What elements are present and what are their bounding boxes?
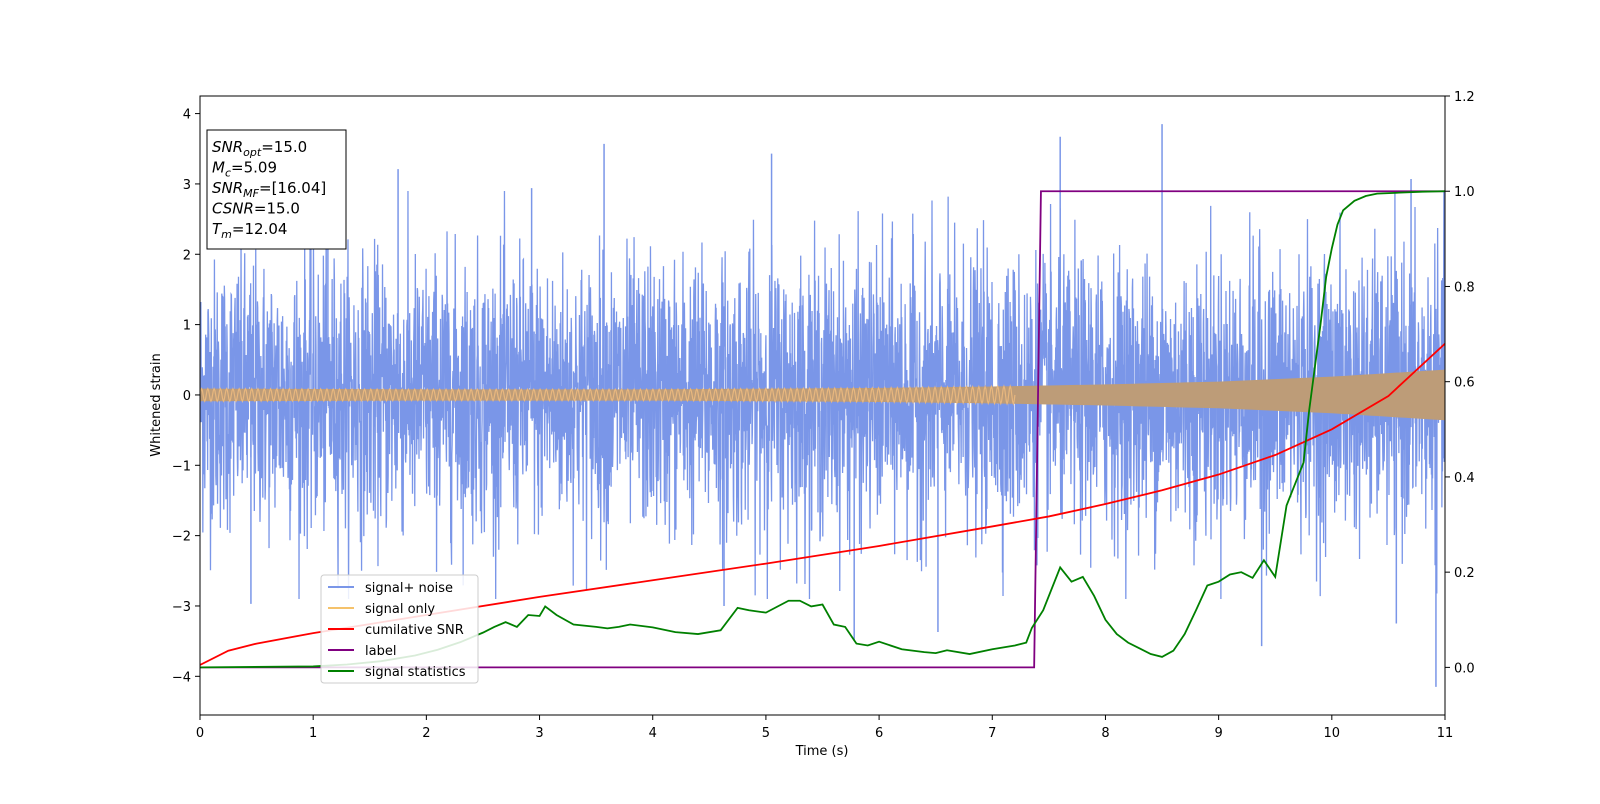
info-line: Tm=12.04 bbox=[212, 220, 287, 241]
info-line: CSNR=15.0 bbox=[212, 200, 300, 218]
info-line: SNRMF=[16.04] bbox=[212, 179, 326, 200]
x-tick-label: 9 bbox=[1214, 726, 1222, 741]
y-tick-label: 2 bbox=[183, 248, 191, 263]
y-axis-label: Whitened strain bbox=[149, 353, 164, 456]
x-tick-label: 7 bbox=[988, 726, 996, 741]
x-tick-label: 5 bbox=[762, 726, 770, 741]
info-line: SNRopt=15.0 bbox=[212, 138, 307, 159]
legend-entry: cumilative SNR bbox=[365, 623, 464, 638]
x-tick-label: 10 bbox=[1324, 726, 1341, 741]
info-line: Mc=5.09 bbox=[212, 159, 277, 180]
x-tick-label: 11 bbox=[1437, 726, 1454, 741]
y2-tick-label: 0.4 bbox=[1454, 471, 1475, 486]
axes: 0 1 2 3 4 5 6 7 8 9 10 11 −4 −3 −2 −1 0 1 2 3 4 0.0 0.2 0.4 0.6 0… bbox=[172, 90, 1475, 741]
x-tick-label: 8 bbox=[1101, 726, 1109, 741]
x-axis-label: Time (s) bbox=[795, 744, 849, 759]
y-tick-label: 3 bbox=[183, 178, 191, 193]
y2-tick-label: 0.8 bbox=[1454, 280, 1475, 295]
plot-area bbox=[200, 124, 1445, 687]
y-tick-label: −3 bbox=[172, 600, 191, 615]
info-box: SNRopt=15.0Mc=5.09SNRMF=[16.04]CSNR=15.0… bbox=[206, 129, 347, 250]
y2-tick-label: 1.2 bbox=[1454, 90, 1475, 105]
series-signal-statistics bbox=[200, 190, 1445, 669]
x-tick-label: 6 bbox=[875, 726, 883, 741]
series-signal-noise-peaks bbox=[250, 124, 1437, 687]
y-tick-label: −4 bbox=[172, 670, 191, 685]
y2-tick-label: 0.6 bbox=[1454, 376, 1475, 391]
legend: signal+ noise signal only cumilative SNR la… bbox=[320, 574, 479, 684]
legend-entry: label bbox=[365, 644, 396, 659]
y2-tick-label: 0.2 bbox=[1454, 566, 1475, 581]
x-tick-label: 0 bbox=[196, 726, 204, 741]
legend-entry: signal only bbox=[365, 602, 435, 617]
legend-frame bbox=[320, 574, 479, 684]
legend-entry: signal+ noise bbox=[365, 581, 453, 596]
series-cumulative-snr bbox=[200, 342, 1445, 666]
y-tick-label: −2 bbox=[172, 530, 191, 545]
legend-entry: signal statistics bbox=[365, 665, 466, 680]
y-tick-label: 1 bbox=[183, 319, 191, 334]
x-tick-label: 4 bbox=[649, 726, 657, 741]
plot-frame bbox=[199, 95, 1446, 716]
y2-tick-label: 1.0 bbox=[1454, 185, 1475, 200]
x-tick-label: 2 bbox=[422, 726, 430, 741]
series-label bbox=[200, 190, 1445, 669]
y2-tick-label: 0.0 bbox=[1454, 661, 1475, 676]
y-tick-label: 4 bbox=[183, 108, 191, 123]
y-tick-label: 0 bbox=[183, 389, 191, 404]
series-signal-only bbox=[200, 369, 1445, 421]
y-tick-label: −1 bbox=[172, 459, 191, 474]
info-box-frame bbox=[206, 129, 347, 250]
series-signal-only-wave bbox=[200, 384, 1016, 406]
x-tick-label: 3 bbox=[535, 726, 543, 741]
x-tick-label: 1 bbox=[309, 726, 317, 741]
